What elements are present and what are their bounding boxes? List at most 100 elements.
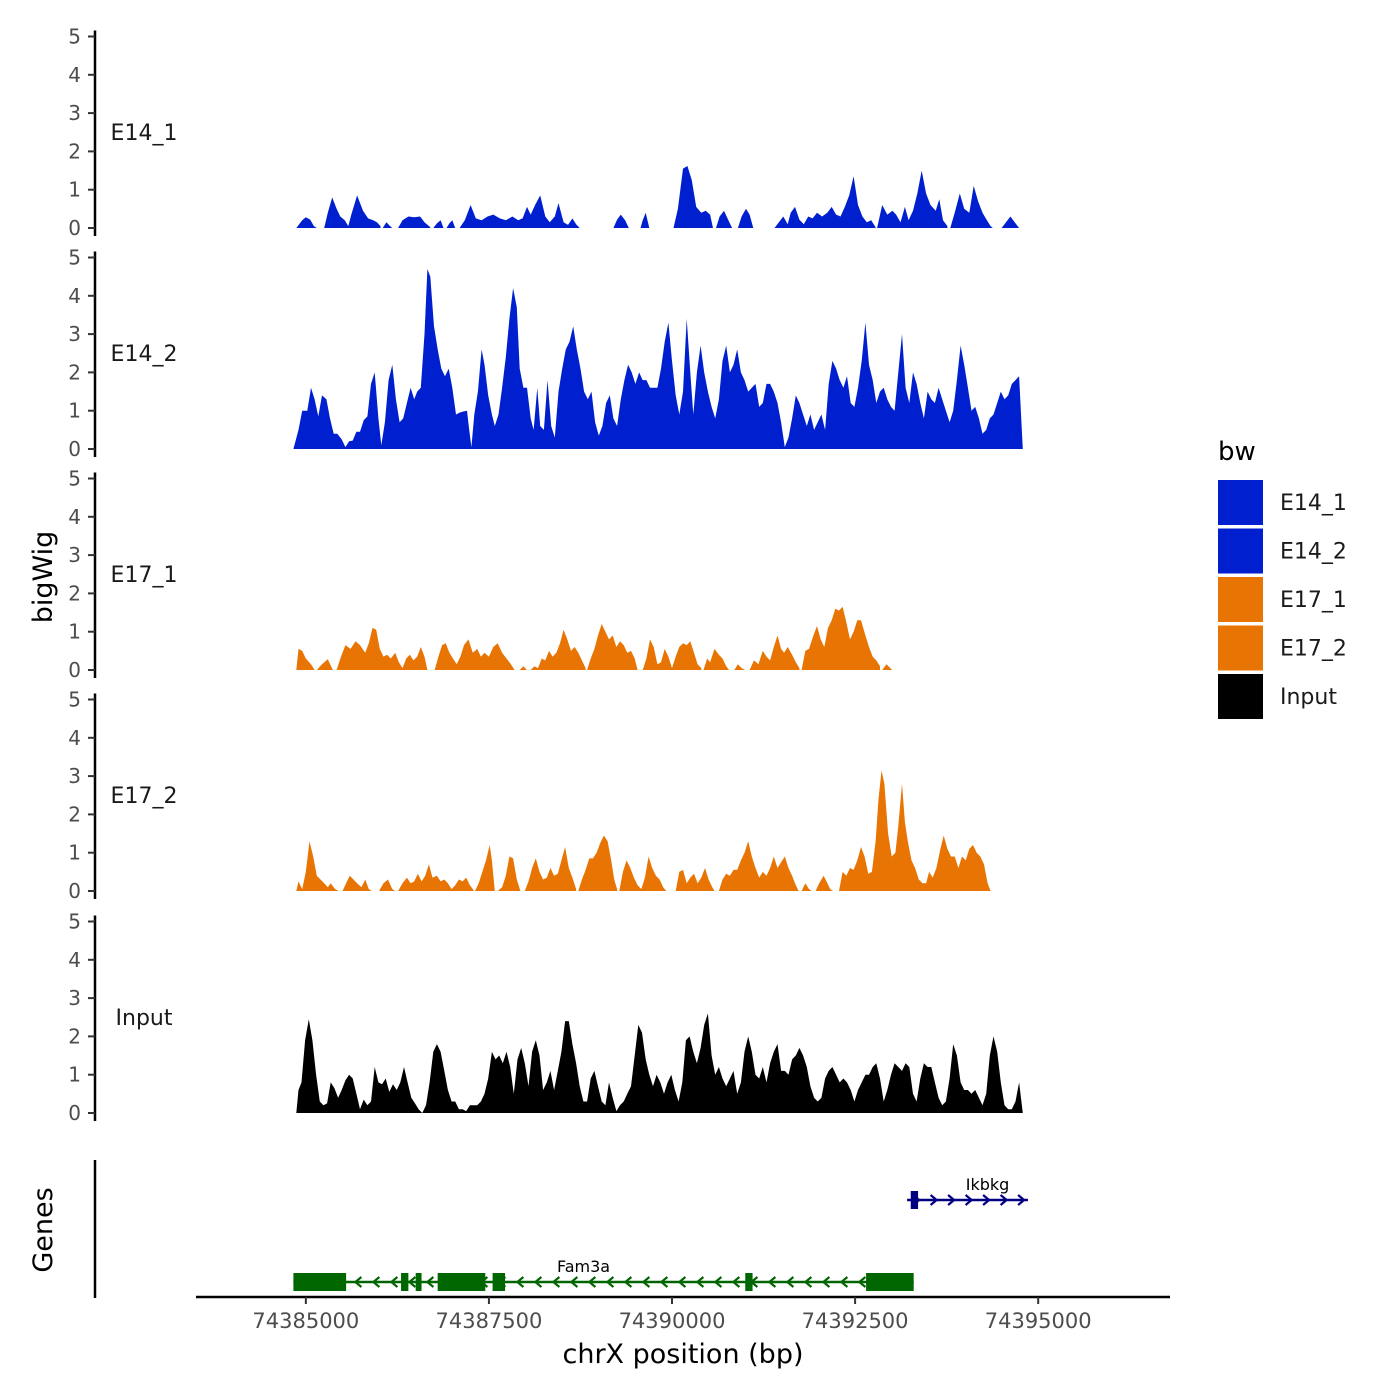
exon: [866, 1273, 914, 1291]
x-tick-label: 74387500: [435, 1309, 542, 1333]
strand-arrow: [425, 1276, 435, 1288]
y-tick-label: 3: [68, 543, 81, 567]
legend-swatch: [1218, 577, 1263, 622]
y-tick-label: 4: [68, 284, 81, 308]
y-tick-label: 1: [68, 178, 81, 202]
strand-arrow: [713, 1276, 723, 1288]
y-tick-label: 0: [68, 1101, 81, 1125]
signal-area-E17_1: [530, 629, 586, 670]
signal-area-E14_1: [640, 212, 650, 228]
exon: [293, 1273, 347, 1291]
y-tick-label: 0: [68, 879, 81, 903]
signal-area-E17_2: [718, 841, 799, 891]
y-tick-label: 5: [68, 25, 81, 49]
y-tick-label: 2: [68, 802, 81, 826]
legend-item-Input: Input: [1218, 674, 1337, 719]
signal-area-E17_1: [519, 666, 527, 670]
legend-title: bw: [1218, 437, 1256, 467]
legend-item-E17_2: E17_2: [1218, 625, 1347, 671]
signal-area-E14_1: [950, 185, 993, 228]
legend-swatch: [1218, 625, 1263, 671]
y-tick-label: 5: [68, 910, 81, 934]
legend-item-E14_2: E14_2: [1218, 528, 1347, 574]
exon: [910, 1191, 919, 1209]
y-tick-label: 1: [68, 841, 81, 865]
strand-arrow: [999, 1194, 1009, 1206]
y-tick-label: 5: [68, 246, 81, 270]
strand-arrow: [533, 1276, 543, 1288]
signal-area-E17_1: [296, 648, 315, 670]
strand-arrow: [605, 1276, 615, 1288]
signal-area-E17_2: [675, 868, 715, 891]
y-tick-label: 4: [68, 726, 81, 750]
panel-Input: 0 1 2 3 4 5 Input: [68, 910, 1023, 1125]
signal-area-E17_1: [703, 648, 730, 670]
signal-area-E14_1: [382, 222, 393, 228]
legend: bw E14_1 E14_2 E17_1 E17_2 Input: [1218, 437, 1347, 719]
signal-area-E14_1: [877, 170, 948, 228]
x-tick-label: 74392500: [802, 1309, 909, 1333]
exon: [492, 1273, 506, 1291]
x-tick-label: 74390000: [619, 1309, 726, 1333]
strand-arrow: [389, 1276, 399, 1288]
signal-area-E17_2: [475, 845, 495, 891]
panel-E17_1: 0 1 2 3 4 5 E17_1: [68, 467, 893, 682]
signal-area-E14_1: [716, 210, 733, 228]
gene-label: Ikbkg: [966, 1175, 1010, 1194]
y-tick-label: 2: [68, 360, 81, 384]
x-axis: 74385000 74387500 74390000 74392500 74395000: [196, 1295, 1170, 1333]
legend-swatch: [1218, 674, 1263, 719]
y-tick-label: 1: [68, 399, 81, 423]
signal-area-E17_1: [882, 664, 893, 670]
exon: [415, 1273, 422, 1291]
y-tick-label: 5: [68, 467, 81, 491]
panel-E14_2: 0 1 2 3 4 5 E14_2: [68, 246, 1023, 461]
signal-area-E17_2: [398, 864, 474, 891]
panel-E17_2: 0 1 2 3 4 5 E17_2: [68, 688, 991, 903]
signal-area-E17_1: [434, 639, 515, 670]
signal-area-E17_1: [734, 664, 746, 670]
x-tick-label: 74385000: [252, 1309, 359, 1333]
signal-area-E14_1: [433, 220, 444, 228]
signal-area-E17_2: [839, 770, 991, 891]
signal-area-E14_1: [673, 166, 713, 228]
strand-arrow: [695, 1276, 705, 1288]
panel-label: Input: [116, 1006, 173, 1031]
y-tick-label: 3: [68, 322, 81, 346]
strand-arrow: [947, 1194, 956, 1206]
gene-track: Fam3a Ikbkg: [93, 1160, 1028, 1298]
signal-panels: 0 1 2 3 4 5 E14_1 0 1 2 3 4 5 E14_2 0 1 2 3 4 5 E17_1 0 1 2 3 4 5 E…: [68, 25, 1023, 1125]
strand-arrow: [785, 1276, 795, 1288]
gene-Fam3a: Fam3a: [293, 1257, 914, 1291]
signal-area-E17_2: [497, 856, 521, 891]
signal-area-E14_1: [446, 220, 456, 228]
y-tick-label: 1: [68, 1063, 81, 1087]
strand-arrow: [731, 1276, 741, 1288]
strand-arrow: [929, 1194, 939, 1206]
strand-arrow: [641, 1276, 651, 1288]
y-tick-label: 4: [68, 63, 81, 87]
strand-arrow: [659, 1276, 669, 1288]
strand-arrow: [857, 1276, 867, 1288]
legend-item-E14_1: E14_1: [1218, 480, 1347, 525]
signal-area-E17_1: [749, 635, 800, 670]
signal-area-E14_1: [774, 176, 876, 228]
signal-area-E17_2: [619, 856, 667, 891]
legend-label: E14_2: [1280, 540, 1347, 565]
gene-label: Fam3a: [557, 1257, 610, 1276]
legend-label: E14_1: [1280, 491, 1347, 516]
signal-area-E17_2: [524, 847, 577, 891]
signal-area-E17_2: [815, 875, 834, 891]
signal-area-E17_1: [336, 627, 428, 670]
exon: [437, 1273, 486, 1291]
y-tick-label: 0: [68, 216, 81, 240]
y-tick-label: 5: [68, 688, 81, 712]
y-tick-label: 0: [68, 658, 81, 682]
y-tick-label: 3: [68, 986, 81, 1010]
y-tick-label: 2: [68, 1024, 81, 1048]
panel-label: E17_2: [111, 784, 178, 809]
y-tick-label: 3: [68, 764, 81, 788]
strand-arrow: [407, 1276, 417, 1288]
signal-area-E17_2: [801, 883, 812, 891]
